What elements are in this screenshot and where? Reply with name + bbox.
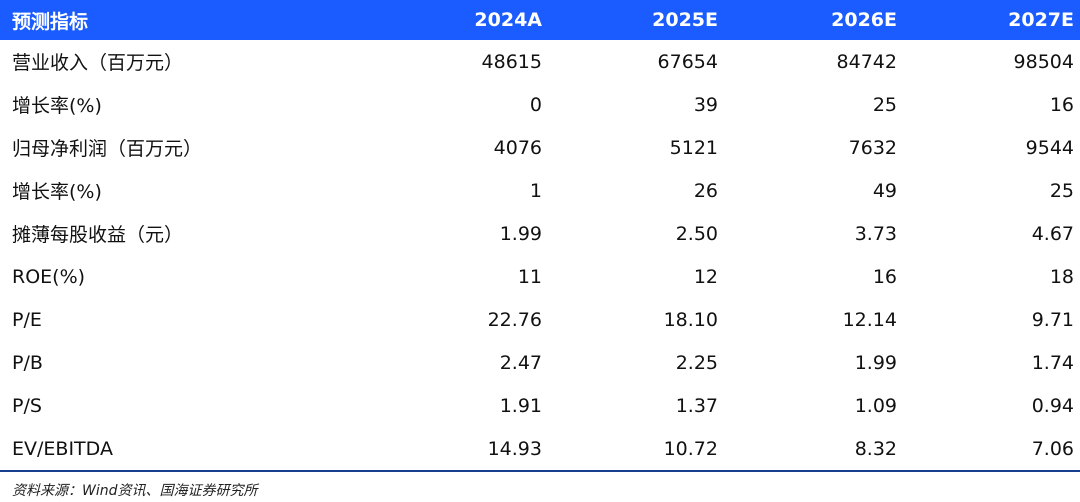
cell-2025e: 2.50 [675,222,718,245]
cell-2025e: 5121 [669,136,718,159]
cell-2026e: 1.99 [854,351,897,374]
table-row: 归母净利润（百万元） 4076 5121 7632 9544 [0,126,1080,169]
table-header: 预测指标 2024A 2025E 2026E 2027E [0,0,1080,40]
row-label: 增长率(%) [12,181,102,203]
table-row: 增长率(%) 0 39 25 16 [0,83,1080,126]
table-row: 增长率(%) 1 26 49 25 [0,169,1080,212]
cell-2026e: 84742 [836,50,897,73]
header-cell-2027e: 2027E [1008,9,1074,31]
cell-2025e: 26 [693,179,718,202]
cell-2025e: 2.25 [675,351,718,374]
cell-2026e: 1.09 [854,394,897,417]
table-row: P/S 1.91 1.37 1.09 0.94 [0,384,1080,427]
cell-2024a: 1 [529,179,542,202]
table-row: ROE(%) 11 12 16 18 [0,255,1080,298]
cell-2025e: 67654 [657,50,718,73]
cell-2025e: 12 [693,265,718,288]
cell-2027e: 9544 [1025,136,1074,159]
cell-2025e: 18.10 [663,308,718,331]
cell-2026e: 16 [872,265,897,288]
header-cell-metric: 预测指标 [12,10,89,33]
cell-2026e: 3.73 [854,222,897,245]
cell-2027e: 9.71 [1031,308,1074,331]
cell-2026e: 7632 [848,136,897,159]
header-cell-2026e: 2026E [831,9,897,31]
cell-2026e: 25 [872,93,897,116]
cell-2027e: 16 [1049,93,1074,116]
cell-2027e: 18 [1049,265,1074,288]
table-row: P/B 2.47 2.25 1.99 1.74 [0,341,1080,384]
table-row: 摊薄每股收益（元） 1.99 2.50 3.73 4.67 [0,212,1080,255]
cell-2024a: 22.76 [487,308,542,331]
source-note: 资料来源：Wind资讯、国海证券研究所 [12,483,258,499]
row-label: P/S [12,394,42,417]
row-label: P/E [12,308,42,331]
cell-2024a: 1.99 [499,222,542,245]
row-label: 营业收入（百万元） [12,52,184,74]
cell-2027e: 1.74 [1031,351,1074,374]
cell-2027e: 4.67 [1031,222,1074,245]
cell-2025e: 1.37 [675,394,718,417]
cell-2027e: 0.94 [1031,394,1074,417]
cell-2027e: 25 [1049,179,1074,202]
row-label: ROE(%) [12,265,86,288]
table-row: 营业收入（百万元） 48615 67654 84742 98504 [0,40,1080,83]
header-cell-2025e: 2025E [652,9,718,31]
cell-2024a: 11 [517,265,542,288]
cell-2024a: 0 [529,93,542,116]
cell-2024a: 4076 [493,136,542,159]
header-cell-2024a: 2024A [474,9,542,31]
table-row: EV/EBITDA 14.93 10.72 8.32 7.06 [0,427,1080,470]
forecast-table: 预测指标 2024A 2025E 2026E 2027E 营业收入（百万元） 4… [0,0,1080,470]
cell-2024a: 14.93 [487,437,542,460]
cell-2026e: 49 [872,179,897,202]
row-label: P/B [12,351,43,374]
cell-2026e: 12.14 [842,308,897,331]
row-label: 摊薄每股收益（元） [12,224,184,246]
table-row: P/E 22.76 18.10 12.14 9.71 [0,298,1080,341]
cell-2024a: 48615 [481,50,542,73]
cell-2027e: 7.06 [1031,437,1074,460]
cell-2024a: 1.91 [499,394,542,417]
row-label: EV/EBITDA [12,437,113,460]
cell-2026e: 8.32 [854,437,897,460]
cell-2027e: 98504 [1013,50,1074,73]
row-label: 增长率(%) [12,95,102,117]
cell-2025e: 10.72 [663,437,718,460]
cell-2025e: 39 [693,93,718,116]
cell-2024a: 2.47 [499,351,542,374]
row-label: 归母净利润（百万元） [12,138,203,160]
table-bottom-rule [0,470,1080,472]
